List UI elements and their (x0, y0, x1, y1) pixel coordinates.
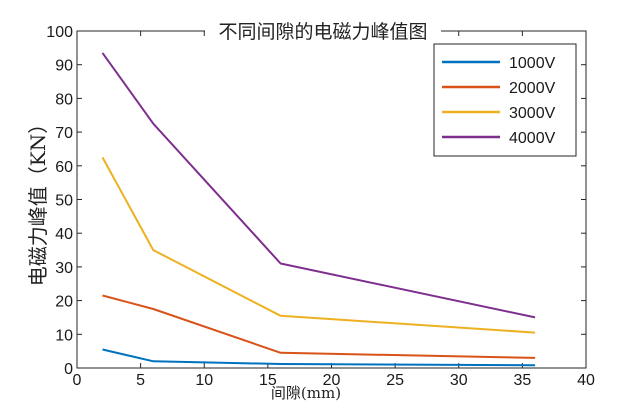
x-tick-label: 0 (73, 372, 82, 389)
x-tick-label: 5 (136, 372, 145, 389)
y-tick-label: 70 (55, 125, 73, 142)
series-line-3000V (101, 156, 536, 334)
y-axis-title: 电磁力峰值（KN） (26, 114, 50, 286)
y-tick-label: 80 (55, 91, 73, 108)
axis-ticks: 0 5 10 15 20 25 30 35 40 0 10 20 30 40 50 60 70 80 90 100 (46, 24, 595, 389)
legend-label-2000V: 2000V (509, 80, 556, 97)
x-tick-label: 30 (450, 372, 468, 389)
x-tick-label: 10 (195, 372, 213, 389)
series-line-4000V (101, 52, 536, 319)
y-tick-label: 0 (64, 361, 73, 378)
x-tick-label: 25 (386, 372, 404, 389)
x-tick-label: 40 (577, 372, 595, 389)
series-lines (101, 52, 536, 367)
legend: 1000V 2000V 3000V 4000V (433, 43, 577, 157)
y-tick-label: 100 (46, 24, 73, 41)
title-group: 不同间隙的电磁力峰值图 (205, 18, 441, 44)
legend-label-1000V: 1000V (509, 55, 556, 72)
series-line-2000V (102, 294, 536, 359)
y-tick-label: 90 (55, 58, 73, 75)
x-tick-label: 35 (513, 372, 531, 389)
y-tick-label: 20 (55, 294, 73, 311)
chart-title: 不同间隙的电磁力峰值图 (218, 21, 427, 43)
legend-label-4000V: 4000V (509, 130, 556, 147)
y-tick-label: 40 (55, 226, 73, 243)
y-tick-label: 60 (55, 159, 73, 176)
x-tick-label: 20 (323, 372, 341, 389)
x-axis-title: 间隙(mm) (271, 384, 341, 402)
x-tick-label: 15 (259, 372, 277, 389)
legend-label-3000V: 3000V (509, 105, 556, 122)
series-line-1000V (102, 348, 536, 367)
title-background (205, 18, 441, 44)
y-tick-label: 50 (55, 193, 73, 210)
y-tick-label: 10 (55, 327, 73, 344)
y-tick-label: 30 (55, 260, 73, 277)
